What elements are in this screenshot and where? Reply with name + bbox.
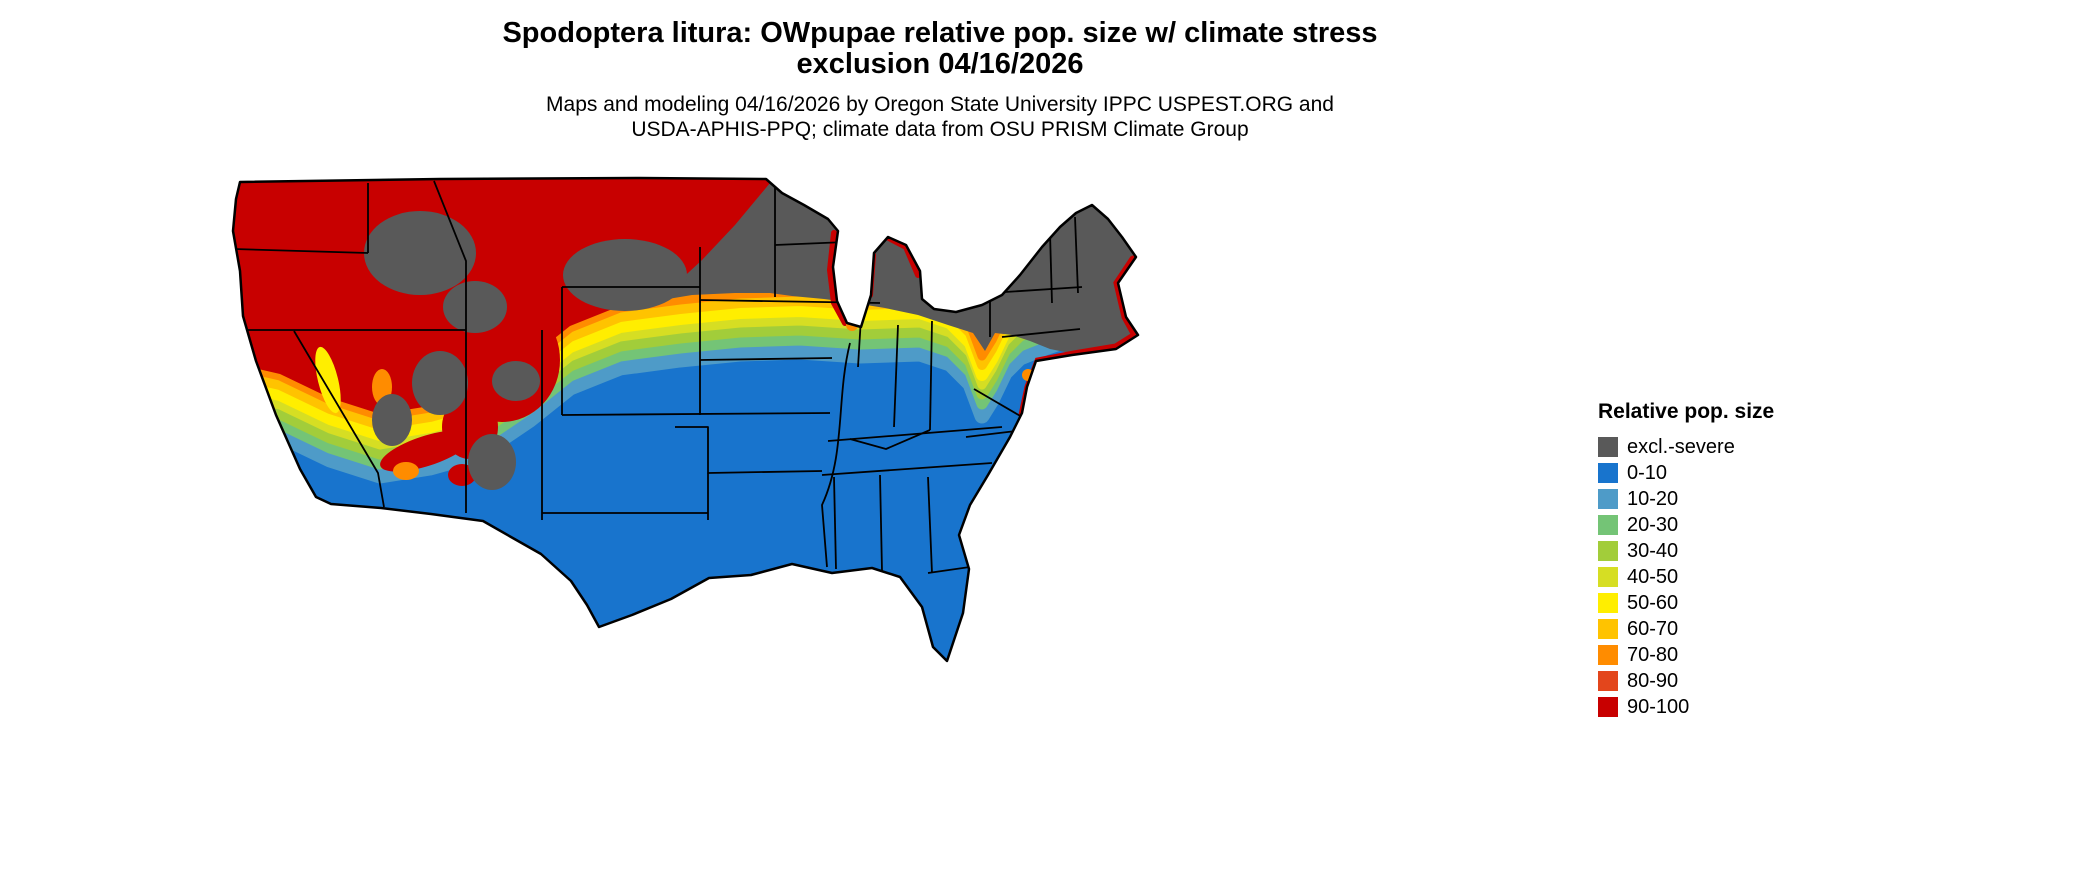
map-red-patch-sierra [323,308,361,402]
map-subtitle-line1: Maps and modeling 04/16/2026 by Oregon S… [546,93,1334,116]
legend-swatch-70-80 [1598,645,1618,665]
legend-swatch-0-10 [1598,463,1618,483]
legend-swatch-40-50 [1598,567,1618,587]
legend-label: 0-10 [1627,462,1668,484]
map-gray-patch-idaho [364,211,476,295]
map-gray-patch-newmexico [468,434,516,490]
map-orange-patch-arizona [393,462,419,480]
legend-swatch-30-40 [1598,541,1618,561]
state-boundaries [233,179,1083,574]
map-gray-patch-wyoming [443,281,507,333]
legend-swatch-80-90 [1598,671,1618,691]
map-title-line1: Spodoptera litura: OWpupae relative pop.… [502,17,1378,49]
map-title-line2: exclusion 04/16/2026 [796,48,1084,80]
legend-label: 80-90 [1627,670,1679,692]
legend-item: 90-100 [1598,694,1858,720]
map-gray-mountain-patches [364,211,687,490]
legend-swatch-10-20 [1598,489,1618,509]
legend-label: 10-20 [1627,488,1679,510]
legend-item: 10-20 [1598,486,1858,512]
legend-title: Relative pop. size [1598,400,1775,423]
legend-label: 70-80 [1627,644,1679,666]
map-subtitle: Maps and modeling 04/16/2026 by Oregon S… [0,92,1880,142]
map-gray-patch-nevada [372,394,412,446]
legend-label: 50-60 [1627,592,1679,614]
map-gray-patch-dakotas [563,239,687,311]
legend-swatch-excl-severe [1598,437,1618,457]
legend-item: 60-70 [1598,616,1858,642]
legend-item: 80-90 [1598,668,1858,694]
legend-swatch-20-30 [1598,515,1618,535]
legend-label: 60-70 [1627,618,1679,640]
legend-label: 30-40 [1627,540,1679,562]
legend-label: 40-50 [1627,566,1679,588]
legend-item: 0-10 [1598,460,1858,486]
us-choropleth-map [230,175,1360,687]
map-band-10-20 [233,312,1138,484]
us-outline [231,176,1140,663]
legend-label: 90-100 [1627,696,1690,718]
legend-item: excl.-severe [1598,434,1858,460]
map-red-patch-mogollon [380,430,472,472]
legend-item: 50-60 [1598,590,1858,616]
us-map-svg [231,176,1140,663]
legend-item: 40-50 [1598,564,1858,590]
legend-swatch-60-70 [1598,619,1618,639]
legend-swatch-90-100 [1598,697,1618,717]
legend-swatch-50-60 [1598,593,1618,613]
map-subtitle-line2: USDA-APHIS-PPQ; climate data from OSU PR… [631,118,1249,141]
legend-item: 70-80 [1598,642,1858,668]
map-title: Spodoptera litura: OWpupae relative pop.… [0,18,1880,80]
map-yellow-patch-central-valley [315,346,341,414]
map-legend: Relative pop. size excl.-severe 0-10 10-… [1598,400,1858,720]
legend-item: 30-40 [1598,538,1858,564]
map-gray-patch-utah [412,351,468,415]
legend-label: 20-30 [1627,514,1679,536]
legend-item: 20-30 [1598,512,1858,538]
legend-label: excl.-severe [1627,436,1735,458]
map-gray-patch-colorado [492,361,540,401]
